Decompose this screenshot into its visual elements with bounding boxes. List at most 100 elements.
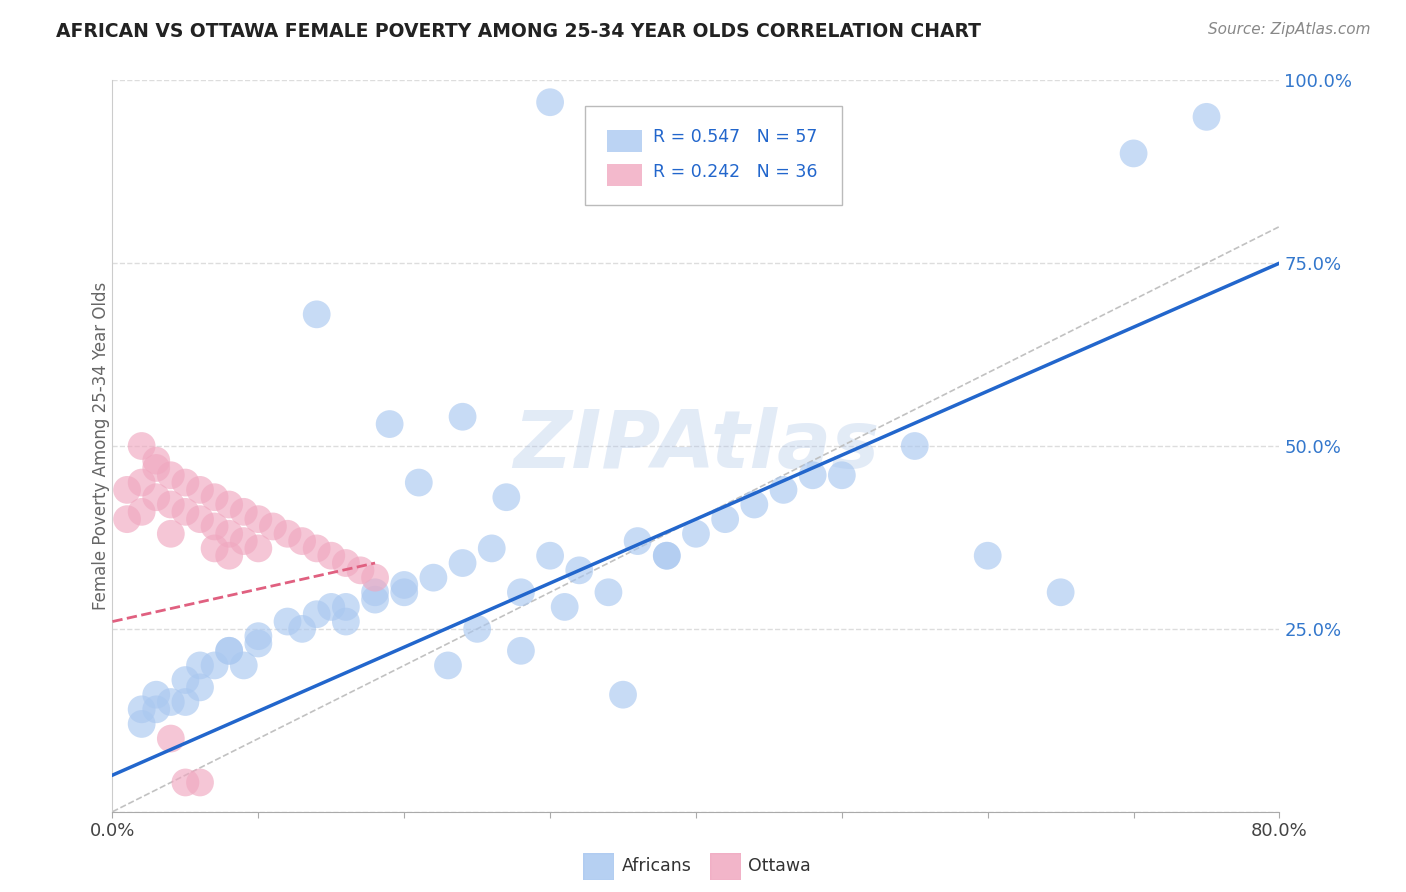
Point	[188, 658, 211, 673]
Point	[145, 461, 167, 475]
Point	[364, 585, 387, 599]
Point	[188, 775, 211, 789]
Point	[321, 549, 343, 563]
Point	[742, 498, 765, 512]
Point	[538, 549, 561, 563]
Point	[145, 688, 167, 702]
Point	[218, 644, 240, 658]
Point	[218, 549, 240, 563]
Point	[204, 658, 226, 673]
Point	[364, 571, 387, 585]
Point	[262, 519, 284, 533]
Point	[174, 475, 197, 490]
Point	[1122, 146, 1144, 161]
Point	[465, 622, 488, 636]
Point	[408, 475, 430, 490]
Point	[291, 534, 314, 549]
Point	[801, 468, 824, 483]
Point	[145, 453, 167, 467]
Point	[714, 512, 737, 526]
Point	[188, 681, 211, 695]
Point	[554, 599, 576, 614]
Point	[276, 526, 298, 541]
Point	[451, 556, 474, 570]
Point	[145, 490, 167, 504]
Point	[394, 585, 416, 599]
Point	[232, 658, 254, 673]
Point	[305, 541, 328, 556]
Point	[305, 307, 328, 321]
Point	[335, 556, 357, 570]
Point	[509, 585, 531, 599]
Point	[115, 512, 138, 526]
Y-axis label: Female Poverty Among 25-34 Year Olds: Female Poverty Among 25-34 Year Olds	[93, 282, 110, 610]
Point	[131, 505, 153, 519]
Point	[247, 541, 270, 556]
Point	[655, 549, 678, 563]
Point	[188, 512, 211, 526]
Point	[831, 468, 853, 483]
Point	[976, 549, 998, 563]
Text: Africans: Africans	[621, 857, 692, 875]
Point	[1195, 110, 1218, 124]
Point	[188, 483, 211, 497]
Point	[247, 636, 270, 650]
Point	[335, 615, 357, 629]
Text: Source: ZipAtlas.com: Source: ZipAtlas.com	[1208, 22, 1371, 37]
Text: R = 0.547   N = 57: R = 0.547 N = 57	[652, 128, 817, 146]
Point	[305, 607, 328, 622]
Point	[174, 775, 197, 789]
Point	[437, 658, 460, 673]
Point	[247, 629, 270, 643]
Point	[685, 526, 707, 541]
Point	[218, 526, 240, 541]
Point	[627, 534, 650, 549]
Point	[291, 622, 314, 636]
Point	[364, 592, 387, 607]
Point	[174, 505, 197, 519]
FancyBboxPatch shape	[607, 130, 643, 152]
Point	[204, 519, 226, 533]
Point	[904, 439, 927, 453]
FancyBboxPatch shape	[585, 106, 842, 204]
Point	[174, 695, 197, 709]
Point	[232, 534, 254, 549]
Point	[335, 599, 357, 614]
FancyBboxPatch shape	[607, 164, 643, 186]
Text: AFRICAN VS OTTAWA FEMALE POVERTY AMONG 25-34 YEAR OLDS CORRELATION CHART: AFRICAN VS OTTAWA FEMALE POVERTY AMONG 2…	[56, 22, 981, 41]
Point	[321, 599, 343, 614]
Point	[568, 563, 591, 577]
Point	[451, 409, 474, 424]
Point	[612, 688, 634, 702]
Point	[160, 695, 183, 709]
Point	[481, 541, 503, 556]
Point	[655, 549, 678, 563]
Point	[131, 717, 153, 731]
Text: ZIPAtlas: ZIPAtlas	[513, 407, 879, 485]
Point	[349, 563, 371, 577]
Point	[422, 571, 444, 585]
Point	[247, 512, 270, 526]
Point	[772, 483, 794, 497]
Point	[131, 439, 153, 453]
Point	[394, 578, 416, 592]
Point	[538, 95, 561, 110]
Point	[160, 468, 183, 483]
Point	[160, 731, 183, 746]
Point	[276, 615, 298, 629]
Point	[131, 702, 153, 716]
Point	[145, 702, 167, 716]
Point	[160, 526, 183, 541]
Point	[1049, 585, 1071, 599]
Point	[232, 505, 254, 519]
Point	[378, 417, 401, 431]
Text: Ottawa: Ottawa	[748, 857, 811, 875]
Point	[495, 490, 517, 504]
Point	[174, 673, 197, 687]
Point	[218, 644, 240, 658]
Point	[160, 498, 183, 512]
Point	[131, 475, 153, 490]
Point	[115, 483, 138, 497]
Point	[218, 498, 240, 512]
Text: R = 0.242   N = 36: R = 0.242 N = 36	[652, 162, 817, 181]
